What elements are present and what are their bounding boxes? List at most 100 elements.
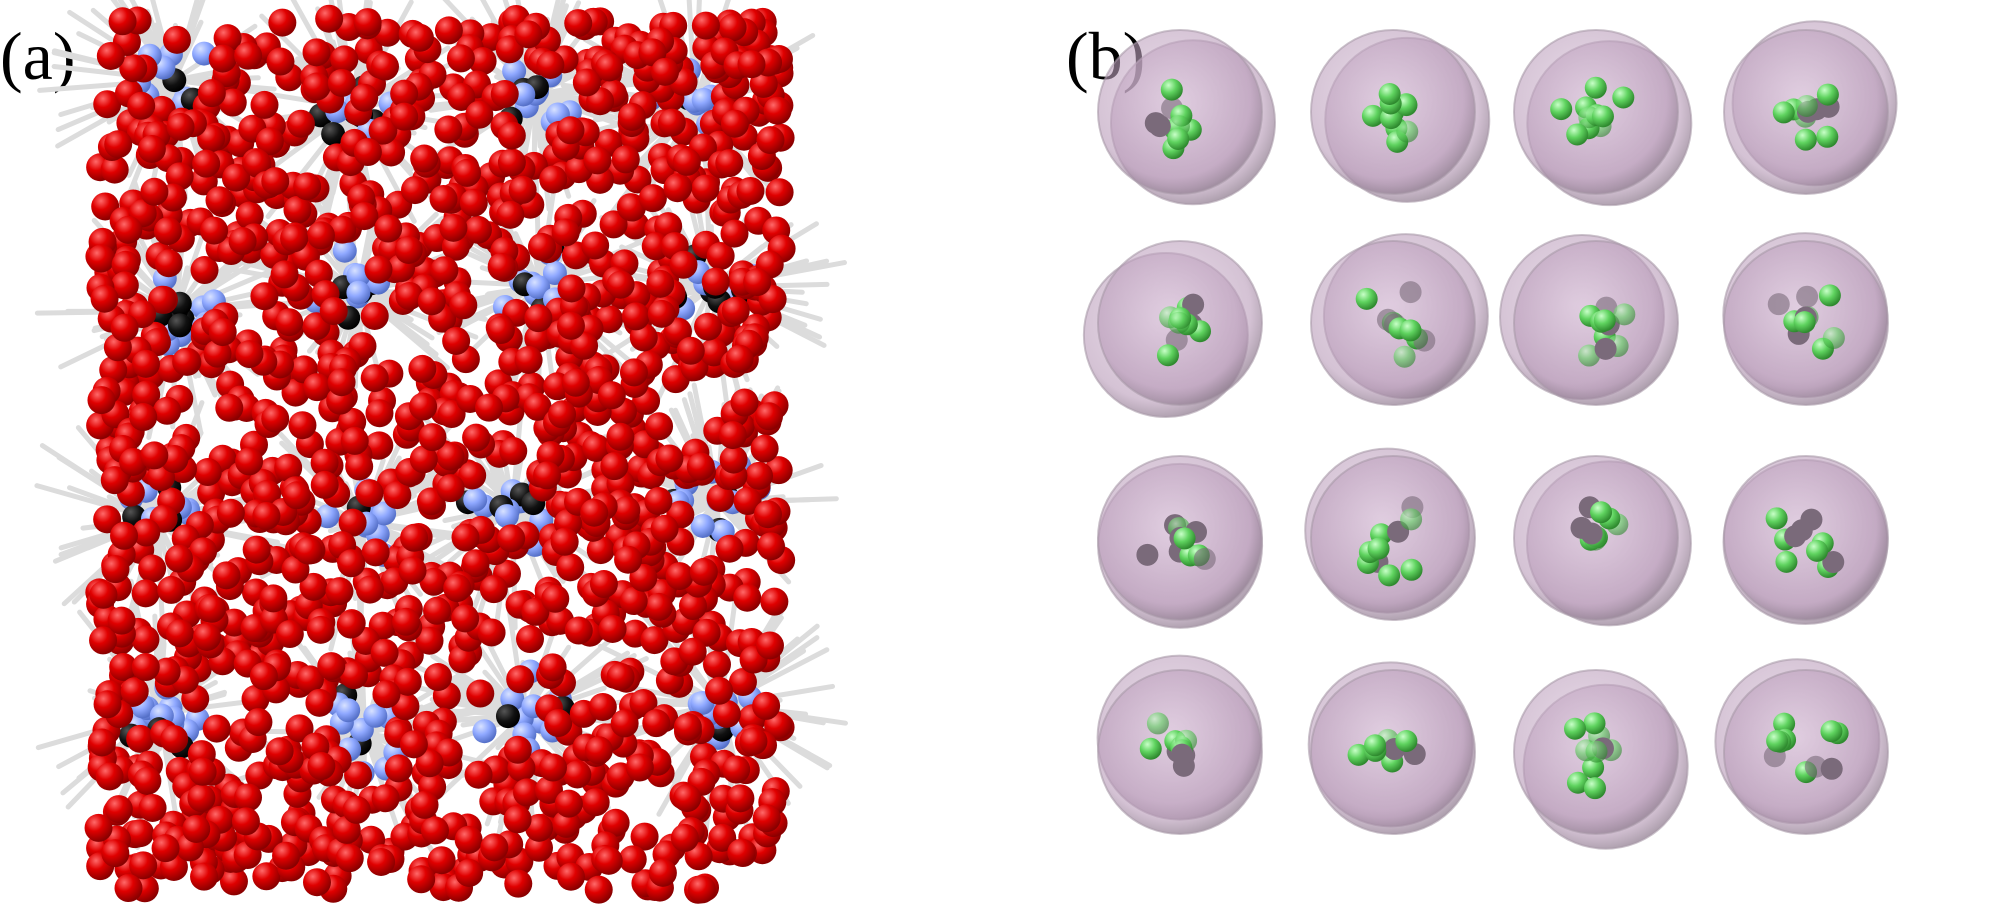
outer-bead (234, 41, 263, 70)
outer-bead (490, 79, 519, 108)
outer-bead (606, 662, 635, 691)
outer-bead (521, 597, 550, 626)
outer-bead (745, 461, 774, 490)
core-bead (1400, 558, 1423, 581)
outer-bead (584, 736, 613, 765)
outer-bead (561, 368, 590, 397)
outer-bead (466, 679, 495, 708)
outer-bead (100, 155, 129, 184)
outer-bead (642, 709, 671, 738)
outer-bead (302, 38, 331, 67)
outer-bead (303, 373, 332, 402)
outer-bead (390, 102, 419, 131)
outer-bead (706, 242, 735, 271)
outer-bead (306, 615, 335, 644)
core-bead (346, 263, 371, 288)
outer-bead (138, 793, 167, 822)
outer-bead (131, 349, 160, 378)
outer-bead (503, 805, 532, 834)
outer-bead (676, 336, 705, 365)
outer-bead (394, 235, 423, 264)
core-bead (1364, 734, 1387, 757)
outer-bead-layer (84, 4, 796, 904)
outer-bead (495, 35, 524, 64)
core-bead (1193, 547, 1216, 570)
outer-bead (514, 345, 543, 374)
outer-bead (319, 297, 348, 326)
outer-bead (166, 112, 195, 141)
core-bead (1773, 712, 1796, 735)
outer-bead (564, 9, 593, 38)
outer-bead (728, 668, 757, 697)
outer-bead (645, 412, 674, 441)
outer-bead (752, 691, 781, 720)
core-bead (1170, 743, 1193, 766)
outer-bead (234, 783, 263, 812)
outer-bead (617, 193, 646, 222)
outer-bead (249, 662, 278, 691)
outer-bead (401, 176, 430, 205)
outer-bead (439, 213, 468, 242)
outer-bead (702, 650, 731, 679)
outer-bead (538, 653, 567, 682)
outer-bead (101, 839, 130, 868)
core-bead (321, 121, 346, 146)
outer-bead (629, 689, 658, 718)
outer-bead (486, 316, 515, 345)
outer-bead (760, 587, 789, 616)
outer-bead (536, 50, 565, 79)
outer-bead (612, 496, 641, 525)
outer-bead (650, 514, 679, 543)
outer-bead (299, 572, 328, 601)
outer-bead (720, 219, 749, 248)
core-bead (1564, 717, 1587, 740)
outer-bead (192, 149, 221, 178)
outer-bead (197, 79, 226, 108)
outer-bead (165, 162, 194, 191)
outer-bead (306, 221, 335, 250)
core-bead (1594, 337, 1617, 360)
outer-bead (726, 784, 755, 813)
outer-bead (497, 524, 526, 553)
outer-bead (327, 68, 356, 97)
outer-bead (235, 340, 264, 369)
outer-bead (190, 256, 219, 285)
outer-bead (138, 554, 167, 583)
micelle (1513, 29, 1693, 207)
outer-bead (151, 834, 180, 863)
outer-bead (611, 145, 640, 174)
core-bead (1822, 327, 1845, 350)
outer-bead (87, 386, 116, 415)
outer-bead (514, 20, 543, 49)
outer-bead (280, 224, 309, 253)
outer-bead (228, 227, 257, 256)
core-bead (526, 275, 551, 300)
core-bead (691, 87, 716, 112)
outer-bead (90, 284, 119, 313)
outer-bead (384, 754, 413, 783)
outer-bead (750, 434, 779, 463)
outer-bead (564, 616, 593, 645)
outer-bead (477, 618, 506, 647)
outer-bead (89, 580, 118, 609)
outer-bead (129, 851, 158, 880)
outer-bead (120, 677, 149, 706)
outer-bead (193, 622, 222, 651)
outer-bead (539, 165, 568, 194)
outer-bead (757, 532, 786, 561)
outer-bead (541, 584, 570, 613)
outer-bead (756, 126, 785, 155)
outer-bead (657, 108, 686, 137)
outer-bead (208, 44, 237, 73)
outer-bead (336, 610, 365, 639)
outer-bead (140, 441, 169, 470)
outer-bead (93, 90, 122, 119)
outer-bead (443, 574, 472, 603)
outer-bead (721, 296, 750, 325)
outer-bead (355, 575, 384, 604)
outer-bead (270, 260, 299, 289)
core-bead (1584, 777, 1607, 800)
outer-bead (523, 392, 552, 421)
outer-bead (219, 867, 248, 896)
outer-bead (153, 217, 182, 246)
